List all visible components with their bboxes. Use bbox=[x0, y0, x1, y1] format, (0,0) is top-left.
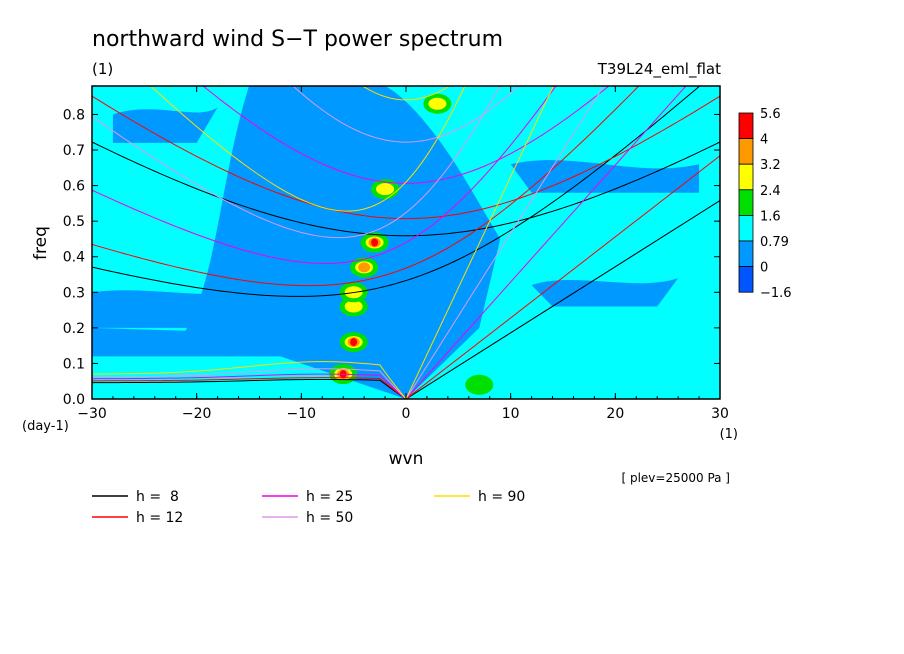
chart-title: northward wind S−T power spectrum bbox=[92, 27, 503, 52]
level-note: [ plev=25000 Pa ] bbox=[621, 471, 730, 485]
x-axis-unit: (1) bbox=[720, 427, 738, 442]
inertia-gravity-curve bbox=[92, 86, 640, 287]
legend-label: h = 50 bbox=[306, 510, 353, 526]
dispersion-curves bbox=[92, 86, 720, 399]
colorbar-swatch bbox=[738, 112, 754, 140]
inertia-gravity-curve bbox=[292, 86, 520, 143]
rossby-wave-curve bbox=[92, 361, 407, 399]
x-axis-title: wvn bbox=[389, 449, 424, 469]
x-axis: −30 −20 −10 0 10 20 30 bbox=[77, 86, 729, 422]
colorbar-swatch bbox=[738, 214, 754, 242]
colorbar-label: 0.79 bbox=[760, 235, 789, 250]
hotspot-mid bbox=[428, 97, 447, 110]
rossby-wave-curve bbox=[92, 377, 407, 399]
hotspot-mid bbox=[376, 183, 395, 196]
legend-label: h = 8 bbox=[136, 489, 179, 505]
hotspot-peak bbox=[371, 238, 379, 247]
kelvin-wave-curve bbox=[405, 155, 720, 399]
y-axis-title: freq bbox=[31, 226, 51, 260]
y-tick-label: 0.2 bbox=[63, 321, 85, 337]
y-axis-unit: (day-1) bbox=[22, 419, 69, 434]
low-power-region bbox=[92, 327, 323, 357]
inertia-gravity-curve bbox=[92, 95, 720, 220]
colorbar-swatch bbox=[738, 163, 754, 191]
colorbar-label: 1.6 bbox=[760, 209, 781, 224]
kelvin-wave-curve bbox=[405, 200, 720, 399]
y-tick-label: 0.6 bbox=[63, 179, 85, 195]
x-tick-label: −30 bbox=[77, 406, 107, 422]
y-tick-label: 0.4 bbox=[63, 250, 85, 266]
hotspot-mid bbox=[344, 300, 363, 313]
x-tick-label: 10 bbox=[502, 406, 520, 422]
hotspot-halo bbox=[465, 374, 494, 395]
colorbar-label: 0 bbox=[760, 261, 768, 276]
colorbar-swatch bbox=[738, 240, 754, 268]
legend-label: h = 12 bbox=[136, 510, 183, 526]
y-tick-label: 0.3 bbox=[63, 285, 85, 301]
curve-legend: h = 8 h = 12 h = 25 h = 50 h = 90 bbox=[92, 489, 525, 526]
colorbar-label: 2.4 bbox=[760, 184, 781, 199]
kelvin-wave-curve bbox=[405, 86, 687, 399]
y-tick-label: 0.8 bbox=[63, 107, 85, 123]
y-tick-label: 0.7 bbox=[63, 143, 85, 159]
colorbar-swatch bbox=[738, 138, 754, 165]
rossby-wave-curve bbox=[92, 373, 407, 399]
run-label: T39L24_eml_flat bbox=[597, 60, 721, 79]
inertia-gravity-curve bbox=[361, 86, 451, 101]
legend-label: h = 25 bbox=[306, 489, 353, 505]
inertia-gravity-curve bbox=[92, 86, 701, 297]
y-tick-label: 0.5 bbox=[63, 214, 85, 230]
colorbar-label: 3.2 bbox=[760, 158, 781, 173]
inertia-gravity-curve bbox=[149, 86, 466, 212]
colorbar-label: 5.6 bbox=[760, 107, 781, 122]
low-power-region bbox=[92, 290, 281, 328]
low-power-region bbox=[112, 107, 218, 143]
y-tick-label: 0.1 bbox=[63, 356, 85, 372]
inertia-gravity-curve bbox=[202, 86, 610, 184]
inertia-gravity-curve bbox=[92, 141, 720, 237]
kelvin-wave-curve bbox=[405, 86, 605, 399]
chart-subtitle: (1) bbox=[92, 60, 113, 78]
hotspot-high bbox=[358, 262, 371, 273]
colorbar-label: −1.6 bbox=[760, 286, 792, 301]
colorbar-swatch bbox=[738, 266, 754, 293]
plot-area bbox=[91, 85, 721, 400]
low-power-region bbox=[531, 278, 679, 307]
colorbar: 5.6 4 3.2 2.4 1.6 0.79 0 −1.6 bbox=[738, 107, 792, 301]
x-tick-label: −20 bbox=[182, 406, 212, 422]
x-tick-label: 20 bbox=[606, 406, 624, 422]
hotspot-peak bbox=[350, 338, 358, 347]
x-tick-label: −10 bbox=[287, 406, 317, 422]
y-tick-label: 0.0 bbox=[63, 392, 85, 408]
contour-field bbox=[92, 86, 700, 399]
rossby-wave-curve bbox=[92, 368, 407, 399]
inertia-gravity-curve bbox=[92, 86, 557, 264]
colorbar-swatch bbox=[738, 189, 754, 216]
rossby-wave-curve bbox=[92, 378, 407, 399]
x-tick-label: 30 bbox=[711, 406, 729, 422]
y-axis: 0.0 0.1 0.2 0.3 0.4 0.5 0.6 0.7 0.8 bbox=[63, 107, 720, 408]
inertia-gravity-curve bbox=[92, 86, 501, 239]
colorbar-label: 4 bbox=[760, 133, 768, 148]
kelvin-wave-curve bbox=[405, 86, 554, 399]
x-tick-label: 0 bbox=[402, 406, 411, 422]
legend-label: h = 90 bbox=[478, 489, 525, 505]
